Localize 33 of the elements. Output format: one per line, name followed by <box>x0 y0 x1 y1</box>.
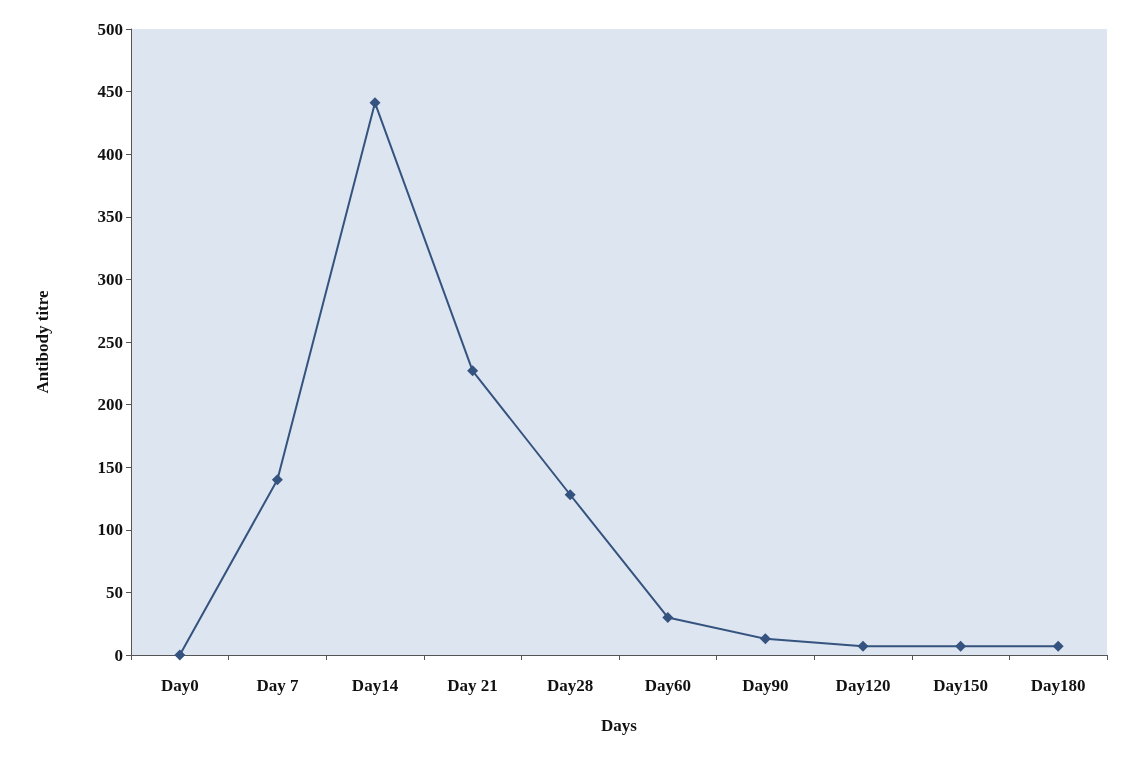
point <box>857 640 869 652</box>
point <box>174 649 186 661</box>
point <box>369 97 381 109</box>
point <box>662 611 674 623</box>
x-tick-label: Day60 <box>644 676 691 695</box>
point <box>1052 640 1064 652</box>
point <box>467 365 479 377</box>
y-tick-label: 50 <box>106 582 123 602</box>
y-axis-title: Antibody titre <box>33 290 52 394</box>
x-tick-label: Day0 <box>160 676 199 695</box>
x-tick-label: Day180 <box>1030 676 1086 695</box>
x-tick-label: Day28 <box>547 676 594 695</box>
point <box>271 474 283 486</box>
point <box>955 640 967 652</box>
y-tick-label: 300 <box>97 269 123 289</box>
point <box>564 489 576 501</box>
x-tick-label: Day120 <box>835 676 891 695</box>
y-tick-label: 250 <box>97 332 123 352</box>
y-tick-label: 100 <box>97 520 123 540</box>
x-tick-label: Day150 <box>933 676 988 695</box>
y-tick-label: 0 <box>114 645 123 665</box>
x-tick-label: Day 21 <box>447 676 498 695</box>
y-tick-label: 150 <box>97 457 123 477</box>
x-tick-label: Day14 <box>351 676 399 695</box>
x-axis-title: Days <box>601 716 638 735</box>
point <box>759 633 771 645</box>
y-tick-label: 450 <box>97 82 123 102</box>
x-tick-label: Day 7 <box>256 676 299 695</box>
y-tick-label: 200 <box>97 395 123 415</box>
y-tick-label: 350 <box>97 207 123 227</box>
y-tick-label: 500 <box>97 19 123 39</box>
x-tick-label: Day90 <box>742 676 789 695</box>
y-tick-label: 400 <box>97 144 123 164</box>
